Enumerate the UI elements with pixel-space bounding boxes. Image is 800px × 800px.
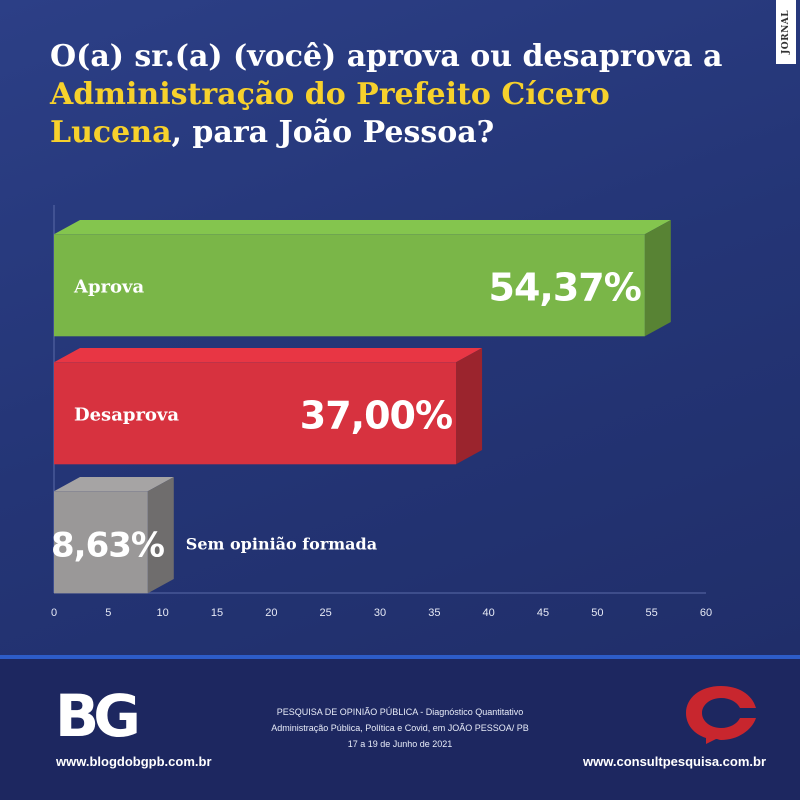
x-tick-label: 40 [483, 607, 495, 619]
x-tick-label: 55 [646, 607, 658, 619]
x-tick-label: 5 [105, 607, 111, 619]
category-label: Sem opinião formada [186, 534, 377, 553]
site-left-link[interactable]: www.blogdobgpb.com.br [56, 754, 212, 769]
x-tick-label: 45 [537, 607, 549, 619]
chart-title: O(a) sr.(a) (você) aprova ou desaprova a… [50, 38, 750, 152]
x-tick-label: 50 [591, 607, 603, 619]
footer-divider [0, 655, 800, 659]
bar [54, 234, 645, 337]
x-tick-label: 10 [157, 607, 169, 619]
bar-side-face [644, 220, 671, 337]
bg-logo-text: BG [55, 684, 137, 744]
bg-logo: BG [55, 684, 143, 744]
info-line-1: PESQUISA DE OPINIÃO PÚBLICA - Diagnóstic… [276, 707, 524, 717]
footer [0, 659, 800, 800]
x-tick-label: 35 [428, 607, 440, 619]
bar-top-face [54, 348, 483, 363]
info-line-3: 17 a 19 de Junho de 2021 [347, 739, 453, 749]
category-label: Desaprova [74, 404, 179, 425]
consult-logo [686, 686, 756, 744]
bar-side-face [456, 348, 483, 465]
side-watermark: JORNAL DO [776, 0, 796, 64]
data-label: 54,37% [489, 265, 641, 309]
site-right-link[interactable]: www.consultpesquisa.com.br [583, 754, 766, 769]
x-tick-label: 25 [320, 607, 332, 619]
bar-chart: 0 5 10 15 20 25 30 35 40 45 50 55 60 Aprova 54,37% Desa… [51, 205, 712, 619]
title-highlight: Administração do Prefeito Cícero Lucena [50, 77, 610, 150]
x-tick-label: 30 [374, 607, 386, 619]
survey-info: PESQUISA DE OPINIÃO PÚBLICA - Diagnóstic… [230, 704, 570, 752]
bar-top-face [54, 477, 174, 492]
bar [54, 362, 457, 465]
data-label: 8,63% [51, 525, 164, 565]
x-tick-label: 60 [700, 607, 712, 619]
bar-top-face [54, 220, 671, 235]
bar-side-face [147, 477, 174, 594]
consult-logo-shape [686, 686, 756, 744]
title-part2: , para João Pessoa? [171, 115, 495, 150]
x-tick-label: 0 [51, 607, 57, 619]
data-label: 37,00% [300, 393, 452, 437]
x-tick-label: 15 [211, 607, 223, 619]
bar [54, 491, 148, 594]
title-part1: O(a) sr.(a) (você) aprova ou desaprova a [50, 39, 723, 74]
info-line-2: Administração Pública, Política e Covid,… [271, 723, 529, 733]
x-tick-label: 20 [265, 607, 277, 619]
category-label: Aprova [73, 276, 145, 297]
